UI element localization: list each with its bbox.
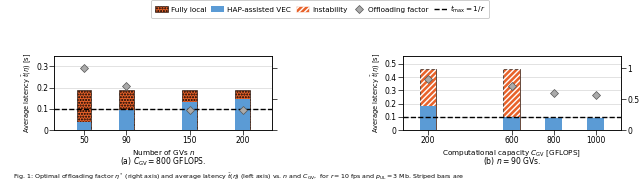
Bar (504, 69, 520, 130)
Y-axis label: Average latency $\bar{t}(\eta)$ [s]: Average latency $\bar{t}(\eta)$ [s] (20, 53, 33, 133)
Bar (119, 90, 134, 130)
Bar (236, 90, 250, 130)
Text: Fig. 1: Optimal offloading factor $\eta^*$ (right axis) and average latency $\ba: Fig. 1: Optimal offloading factor $\eta^… (13, 172, 464, 182)
Bar (545, 118, 562, 130)
Legend: Fully local, HAP-assisted VEC, Instability, Offloading factor, $t_{\mathrm{max}}: Fully local, HAP-assisted VEC, Instabili… (151, 0, 489, 18)
Bar (182, 102, 197, 130)
Bar (420, 69, 436, 130)
Title: (a) $C_{\mathrm{GV}} = 800$ GFLOPS.: (a) $C_{\mathrm{GV}} = 800$ GFLOPS. (120, 155, 207, 168)
Bar (77, 122, 92, 130)
Bar (504, 117, 520, 130)
Bar (420, 106, 436, 130)
Bar (119, 110, 134, 130)
Bar (504, 69, 520, 130)
Y-axis label: Average latency $\bar{t}(\eta)$ [s]: Average latency $\bar{t}(\eta)$ [s] (369, 53, 382, 133)
Bar (236, 99, 250, 130)
Title: (b) $n = 90$ GVs.: (b) $n = 90$ GVs. (483, 155, 541, 167)
Bar (182, 90, 197, 130)
X-axis label: Number of GVs $n$: Number of GVs $n$ (132, 148, 195, 157)
X-axis label: Computational capacity $C_{\mathrm{GV}}$ [GFLOPS]: Computational capacity $C_{\mathrm{GV}}$… (442, 148, 581, 159)
Bar (588, 118, 604, 130)
Bar (420, 69, 436, 130)
Bar (77, 90, 92, 130)
